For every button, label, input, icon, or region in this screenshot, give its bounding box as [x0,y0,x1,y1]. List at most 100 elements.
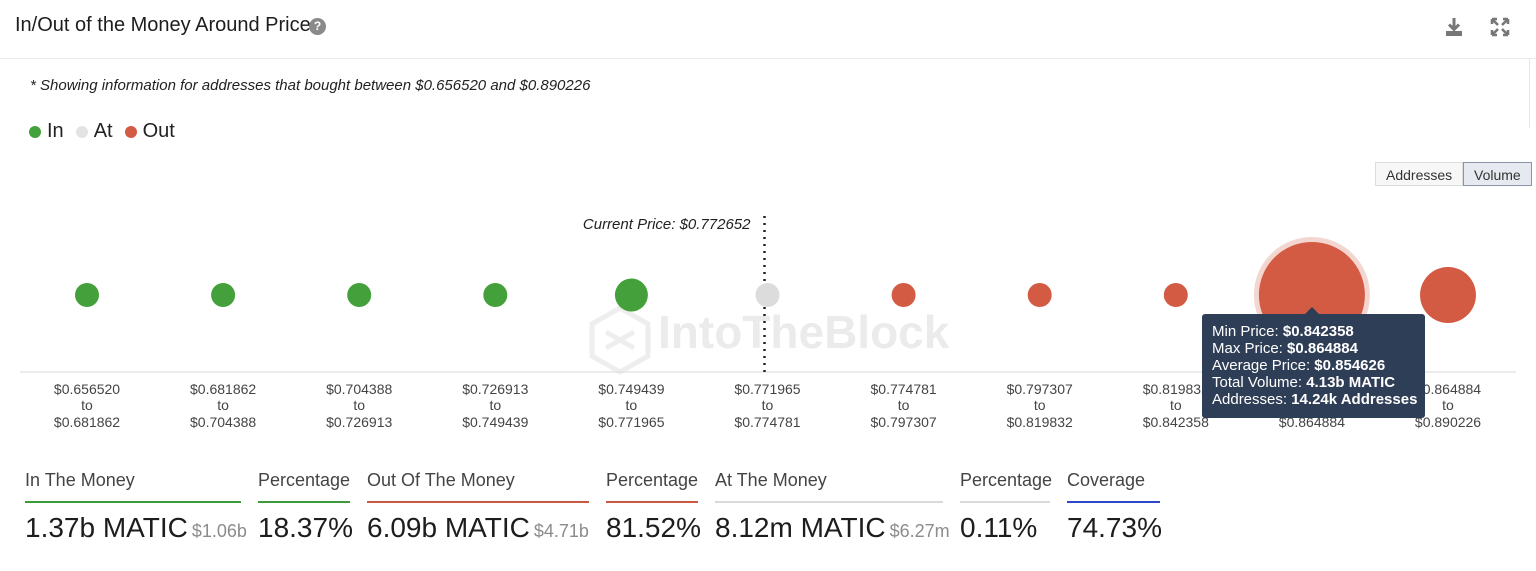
stat-in-the-money: In The Money 1.37b MATIC $1.06b [25,470,247,544]
stat-at-the-money: At The Money 8.12m MATIC $6.27m [715,470,950,544]
tooltip-avg-label: Average Price: [1212,357,1315,374]
stat-underline-coverage [1067,501,1160,503]
legend-dot-at [75,125,88,138]
tick-label-from: $0.681862 [190,381,256,397]
stat-value: 74.73% [1067,512,1162,543]
tick-label-to: $0.749439 [462,414,528,430]
stat-label: At The Money [715,470,827,490]
tick-label-from: $0.864884 [1415,381,1481,397]
legend-item-out[interactable]: Out [124,120,175,143]
download-icon[interactable] [1443,16,1465,38]
tick-label-to: $0.771965 [598,414,664,430]
tick-label-to: $0.842358 [1143,414,1209,430]
stat-value: 18.37% [258,512,353,543]
watermark: IntoTheBlock [589,305,950,375]
bubble-out-11 [1420,267,1476,323]
tick-label-to-word: to [217,397,229,413]
widget-header: In/Out of the Money Around Price ? [0,0,1536,59]
tick-label-from: $0.771965 [734,381,800,397]
tick-label-to-word: to [898,397,910,413]
tick-label-from: $0.656520 [54,381,120,397]
stat-underline-out [367,501,589,503]
tooltip-max-row: Max Price: $0.864884 [1212,340,1425,357]
volume-toggle[interactable]: Volume [1463,162,1532,186]
stat-value-usd: $1.06b [191,521,247,541]
stat-underline-in [258,501,350,503]
range-note: * Showing information for addresses that… [30,77,591,94]
legend-label-in: In [47,120,64,142]
stat-label: In The Money [25,470,135,490]
bubble-in-1 [75,283,99,307]
bubble-out-7 [891,283,916,307]
stat-value-main: 8.12m MATIC [715,512,886,543]
tooltip-addresses-row: Addresses: 14.24k Addresses [1212,391,1425,408]
tick-label-to-word: to [81,397,93,413]
tick-label-to: $0.819832 [1007,414,1073,430]
legend-dot-out [124,125,137,138]
legend-dot-in [29,125,41,138]
bubble-at-6 [755,283,780,307]
stat-underline-at [715,501,943,503]
tooltip-volume-row: Total Volume: 4.13b MATIC [1212,374,1425,391]
stat-value-usd: $4.71b [533,521,589,541]
widget-title: In/Out of the Money Around Price [15,14,311,36]
legend-label-out: Out [142,120,175,142]
stat-value: 81.52% [606,512,701,543]
scroll-edge [1529,58,1536,128]
stat-underline-out [606,501,698,503]
bubble-in-2 [211,283,236,307]
legend-label-at: At [93,120,113,142]
stat-label: Coverage [1067,470,1146,490]
bubble-in-5 [614,278,648,312]
tick-label-to: $0.864884 [1279,414,1345,430]
stat-out-percentage: Percentage 81.52% [606,470,701,544]
stat-at-percentage: Percentage 0.11% [960,470,1053,544]
stat-value-main: 6.09b MATIC [367,512,530,543]
stat-label: Percentage [960,470,1053,490]
stat-label: Out Of The Money [367,470,515,490]
tick-label-to-word: to [353,397,365,413]
current-price-label: Current Price: $0.772652 [583,216,751,233]
expand-icon[interactable] [1489,16,1511,38]
watermark-text: IntoTheBlock [658,306,950,358]
tick-label-to: $0.726913 [326,414,392,430]
stat-in-percentage: Percentage 18.37% [258,470,353,544]
tick-label-to-word: to [1034,397,1046,413]
help-icon[interactable]: ? [309,18,326,35]
tooltip-addresses-label: Addresses: [1212,391,1292,408]
legend-item-at[interactable]: At [75,120,113,143]
bucket-tooltip: Min Price: $0.842358 Max Price: $0.86488… [1202,307,1425,418]
tick-label-from: $0.774781 [871,381,937,397]
stat-underline-at [960,501,1050,503]
tick-label-to-word: to [1442,397,1454,413]
tick-label-from: $0.704388 [326,381,392,397]
tick-label-to-word: to [626,397,638,413]
stat-out-of-the-money: Out Of The Money 6.09b MATIC $4.71b [367,470,589,544]
addresses-toggle[interactable]: Addresses [1375,162,1464,186]
tooltip-min-row: Min Price: $0.842358 [1212,323,1425,340]
bubble-out-9 [1163,283,1188,307]
stat-value: 1.37b MATIC $1.06b [25,512,247,544]
stat-value: 8.12m MATIC $6.27m [715,512,950,544]
stat-value-main: 1.37b MATIC [25,512,188,543]
tooltip-min-label: Min Price: [1212,323,1283,340]
legend-item-in[interactable]: In [29,120,64,143]
tick-label-from: $0.749439 [598,381,664,397]
stat-underline-in [25,501,241,503]
tick-label-to-word: to [762,397,774,413]
stat-label: Percentage [258,470,351,490]
tick-label-to: $0.890226 [1415,414,1481,430]
stat-value-usd: $6.27m [889,521,950,541]
tooltip-arrow [1305,307,1319,314]
tick-label-to: $0.774781 [734,414,800,430]
tooltip-min-value: $0.842358 [1282,323,1354,340]
tooltip-avg-value: $0.854626 [1314,357,1386,374]
tick-label-to-word: to [1170,397,1182,413]
bubble-out-8 [1027,283,1052,307]
tick-label-to: $0.681862 [54,414,120,430]
tooltip-volume-label: Total Volume: [1212,374,1307,391]
tick-label-to-word: to [489,397,501,413]
tick-label-from: $0.797307 [1007,381,1073,397]
tooltip-max-label: Max Price: [1212,340,1288,357]
stat-value: 6.09b MATIC $4.71b [367,512,589,544]
